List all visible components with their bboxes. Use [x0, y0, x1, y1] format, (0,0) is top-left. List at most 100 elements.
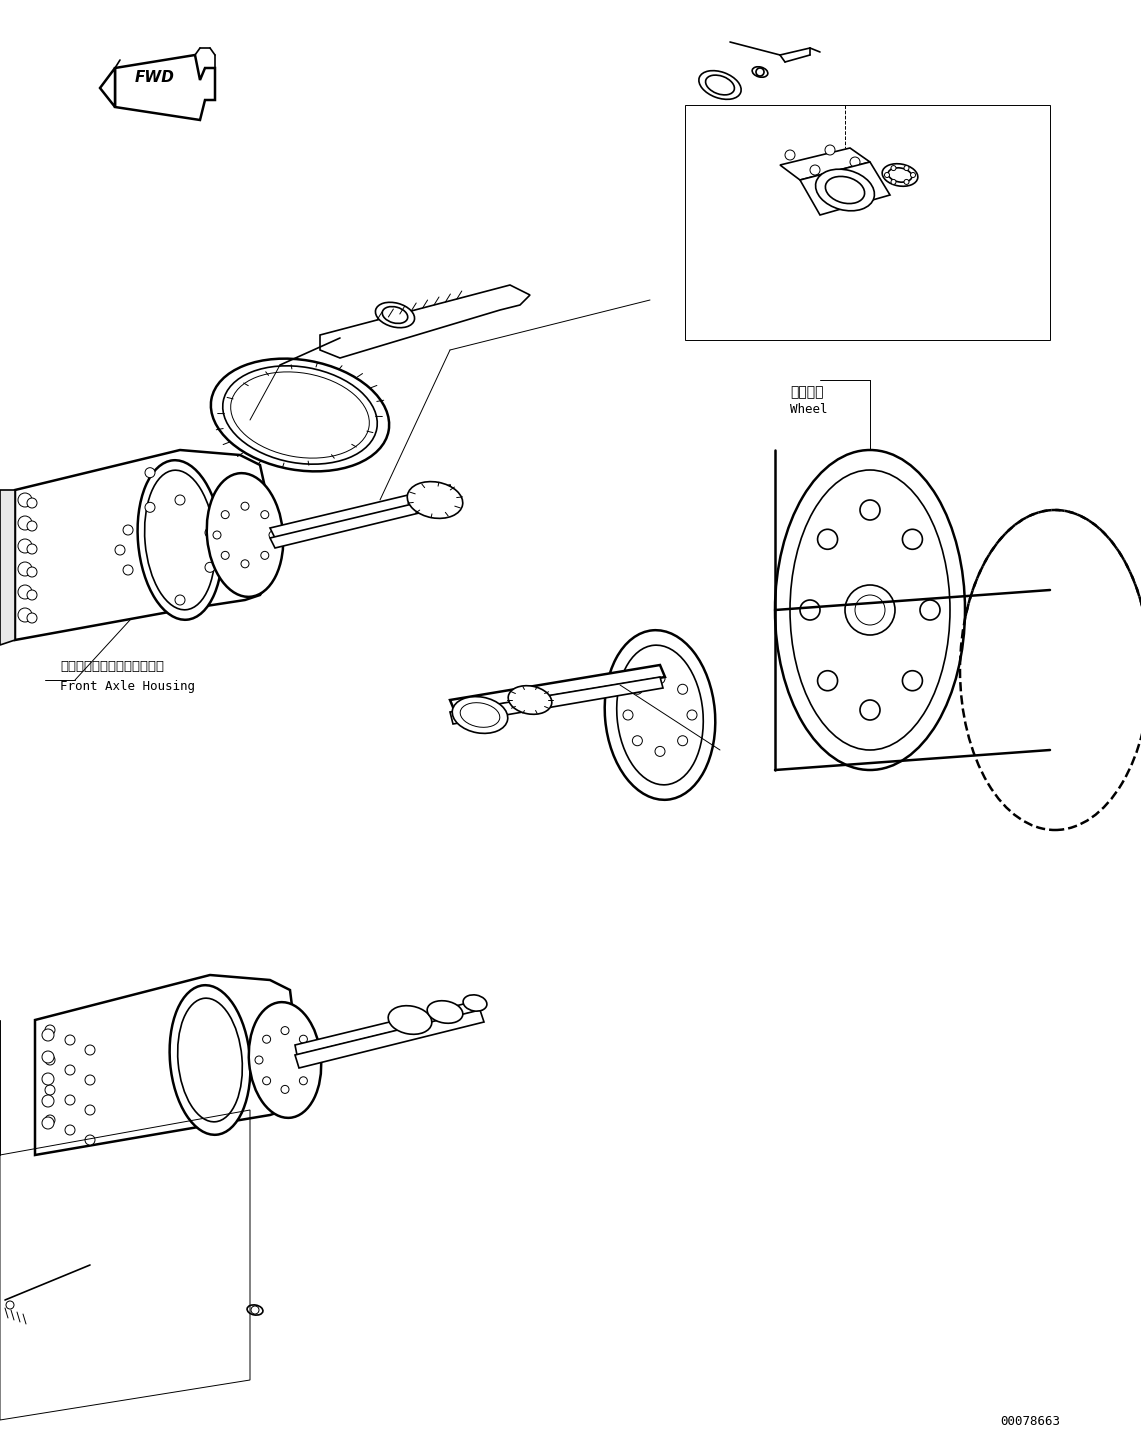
Circle shape	[18, 562, 32, 577]
Circle shape	[891, 166, 896, 170]
Circle shape	[920, 600, 940, 620]
Ellipse shape	[698, 71, 742, 99]
Ellipse shape	[375, 303, 414, 328]
Ellipse shape	[178, 999, 242, 1121]
Circle shape	[213, 531, 221, 539]
Ellipse shape	[407, 482, 463, 518]
Polygon shape	[780, 149, 869, 181]
Ellipse shape	[790, 470, 950, 750]
Circle shape	[655, 747, 665, 757]
Ellipse shape	[388, 1006, 431, 1034]
Circle shape	[27, 498, 37, 508]
Circle shape	[175, 495, 185, 505]
Circle shape	[18, 585, 32, 598]
Circle shape	[785, 150, 795, 160]
Ellipse shape	[222, 365, 378, 464]
Circle shape	[115, 545, 126, 555]
Ellipse shape	[382, 307, 407, 323]
Circle shape	[6, 1302, 14, 1309]
Circle shape	[903, 671, 922, 690]
Circle shape	[65, 1035, 75, 1045]
Circle shape	[756, 68, 764, 76]
Polygon shape	[450, 665, 665, 712]
Circle shape	[42, 1029, 54, 1041]
Ellipse shape	[145, 470, 216, 610]
Text: ホイール: ホイール	[790, 384, 824, 399]
Circle shape	[261, 552, 269, 559]
Ellipse shape	[211, 358, 389, 472]
Circle shape	[145, 467, 155, 478]
Circle shape	[632, 735, 642, 745]
Circle shape	[44, 1056, 55, 1064]
Circle shape	[27, 545, 37, 553]
Ellipse shape	[427, 1000, 463, 1024]
Ellipse shape	[816, 169, 874, 211]
Circle shape	[860, 700, 880, 721]
Circle shape	[42, 1073, 54, 1085]
Text: 00078663: 00078663	[1000, 1415, 1060, 1428]
Ellipse shape	[452, 696, 508, 734]
Polygon shape	[0, 491, 15, 645]
Ellipse shape	[138, 460, 222, 620]
Circle shape	[221, 511, 229, 518]
Circle shape	[911, 172, 915, 178]
Circle shape	[44, 1085, 55, 1095]
Circle shape	[42, 1117, 54, 1128]
Circle shape	[84, 1136, 95, 1144]
Ellipse shape	[752, 67, 768, 77]
Polygon shape	[115, 55, 215, 119]
Polygon shape	[35, 976, 296, 1155]
Circle shape	[227, 526, 237, 534]
Circle shape	[678, 735, 688, 745]
Polygon shape	[319, 285, 531, 358]
Ellipse shape	[508, 686, 552, 715]
Circle shape	[261, 511, 269, 518]
Circle shape	[687, 711, 697, 721]
Circle shape	[269, 531, 277, 539]
Circle shape	[145, 502, 155, 513]
Circle shape	[299, 1077, 307, 1085]
Circle shape	[27, 590, 37, 600]
Circle shape	[84, 1105, 95, 1115]
Text: Front Axle Housing: Front Axle Housing	[60, 680, 195, 693]
Circle shape	[27, 566, 37, 577]
Circle shape	[281, 1085, 289, 1093]
Polygon shape	[296, 1010, 484, 1069]
Circle shape	[299, 1035, 307, 1042]
Circle shape	[903, 530, 922, 549]
Circle shape	[655, 674, 665, 684]
Circle shape	[18, 539, 32, 553]
Ellipse shape	[249, 1002, 322, 1118]
Circle shape	[254, 1056, 262, 1064]
Circle shape	[307, 1056, 315, 1064]
Circle shape	[65, 1064, 75, 1075]
Ellipse shape	[463, 994, 487, 1010]
Circle shape	[850, 157, 860, 167]
Circle shape	[904, 179, 909, 185]
Circle shape	[123, 526, 133, 534]
Circle shape	[84, 1075, 95, 1085]
Circle shape	[632, 684, 642, 695]
Circle shape	[27, 613, 37, 623]
Circle shape	[262, 1035, 270, 1042]
Circle shape	[262, 1077, 270, 1085]
Circle shape	[800, 600, 820, 620]
Circle shape	[221, 552, 229, 559]
Circle shape	[123, 565, 133, 575]
Circle shape	[818, 671, 837, 690]
Circle shape	[175, 596, 185, 606]
Text: FWD: FWD	[135, 70, 175, 86]
Circle shape	[241, 502, 249, 510]
Polygon shape	[800, 162, 890, 215]
Polygon shape	[270, 485, 452, 539]
Circle shape	[281, 1026, 289, 1035]
Circle shape	[891, 179, 896, 185]
Circle shape	[18, 609, 32, 622]
Circle shape	[84, 1045, 95, 1056]
Polygon shape	[296, 1000, 482, 1056]
Ellipse shape	[605, 630, 715, 799]
Circle shape	[818, 530, 837, 549]
Circle shape	[623, 711, 633, 721]
Circle shape	[42, 1051, 54, 1063]
Polygon shape	[270, 495, 452, 547]
